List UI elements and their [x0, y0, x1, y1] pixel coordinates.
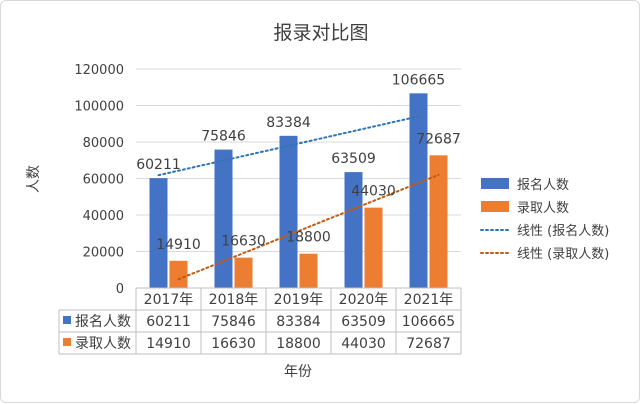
data-label: 83384	[266, 115, 311, 131]
bar-录取人数	[169, 260, 188, 288]
y-tick-label: 20000	[83, 246, 124, 261]
data-label: 60211	[136, 157, 181, 173]
table-cell: 75846	[211, 314, 256, 330]
y-tick-label: 40000	[83, 209, 124, 224]
data-label: 18800	[286, 230, 331, 246]
x-tick-label: 2019年	[274, 292, 324, 308]
table-series-name: 录取人数	[75, 336, 131, 352]
table-cell: 72687	[406, 336, 451, 352]
y-tick-label: 0	[116, 282, 124, 297]
y-tick-label: 100000	[74, 100, 124, 115]
bar-报名人数	[344, 172, 363, 288]
table-series-name: 报名人数	[75, 314, 131, 330]
data-label: 14910	[156, 237, 201, 253]
y-tick-label: 80000	[83, 136, 124, 151]
bar-报名人数	[409, 93, 428, 289]
table-cell: 60211	[146, 314, 191, 330]
y-tick-label: 60000	[83, 173, 124, 188]
legend-swatch	[481, 201, 509, 212]
data-label: 72687	[416, 131, 461, 147]
table-cell: 44030	[341, 336, 386, 352]
trendline	[177, 173, 440, 281]
table-cell: 18800	[276, 336, 321, 352]
bar-报名人数	[149, 178, 168, 288]
bar-报名人数	[214, 149, 233, 288]
legend-label: 报名人数	[517, 177, 569, 193]
data-label: 106665	[392, 72, 445, 88]
table-cell: 83384	[276, 314, 321, 330]
trendline	[157, 115, 420, 177]
bar-录取人数	[364, 207, 383, 288]
table-legend-key	[63, 316, 71, 324]
table-cell: 16630	[211, 336, 256, 352]
y-axis-label: 人数	[26, 165, 42, 193]
bar-录取人数	[234, 257, 253, 288]
legend-label: 线性 (录取人数)	[517, 247, 609, 262]
legend-label: 线性 (报名人数)	[517, 223, 609, 239]
bar-报名人数	[279, 135, 298, 288]
chart-title: 报录对比图	[273, 22, 368, 44]
x-axis-label: 年份	[284, 364, 312, 380]
data-label: 63509	[331, 151, 376, 167]
bar-录取人数	[299, 253, 318, 288]
table-cell: 106665	[402, 314, 455, 330]
bar-录取人数	[429, 155, 448, 288]
x-tick-label: 2021年	[404, 292, 454, 308]
legend-label: 录取人数	[517, 201, 569, 216]
y-tick-label: 120000	[74, 63, 124, 78]
table-legend-key	[63, 338, 71, 346]
data-label: 44030	[351, 184, 396, 200]
x-tick-label: 2017年	[144, 292, 194, 308]
data-label: 75846	[201, 129, 246, 145]
legend-swatch	[481, 178, 509, 189]
x-tick-label: 2018年	[209, 292, 259, 308]
data-label: 16630	[221, 234, 266, 250]
x-tick-label: 2020年	[339, 292, 389, 308]
table-cell: 14910	[146, 336, 191, 352]
table-cell: 63509	[341, 314, 386, 330]
